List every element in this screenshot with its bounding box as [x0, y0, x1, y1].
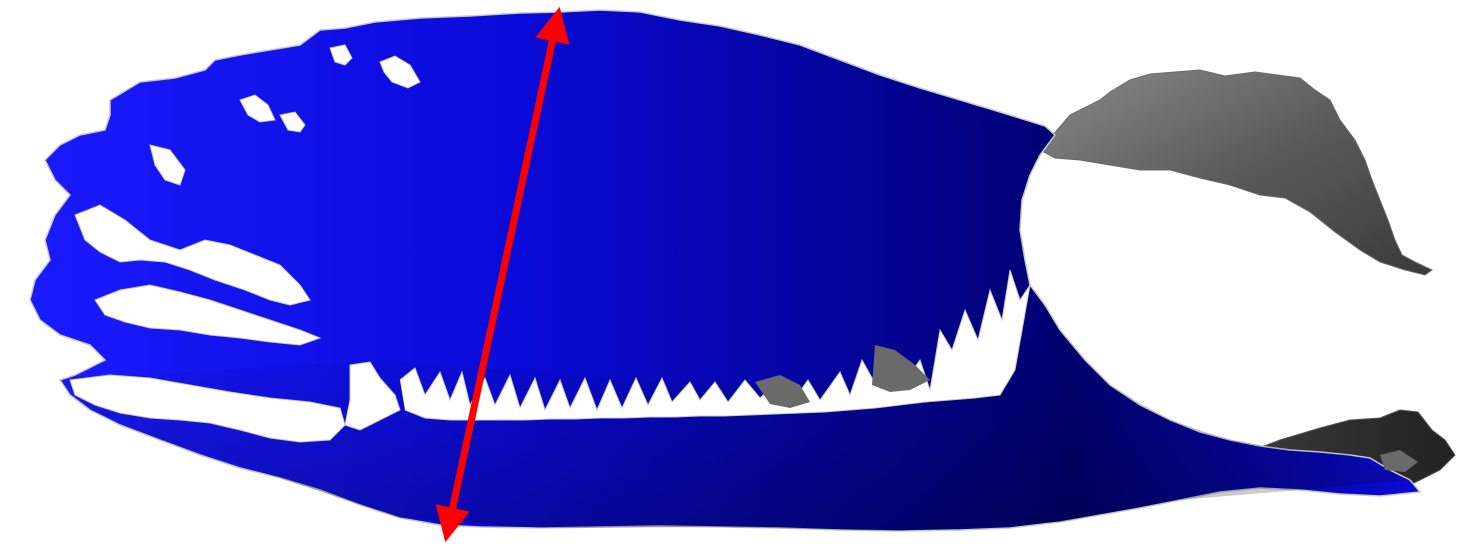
belly-shade: [60, 330, 1410, 531]
grey-patches: [755, 345, 1418, 472]
upper-tail-fin: [1039, 69, 1433, 276]
body-depth-arrow: [435, 6, 570, 543]
mouth-gaps: [69, 44, 421, 443]
